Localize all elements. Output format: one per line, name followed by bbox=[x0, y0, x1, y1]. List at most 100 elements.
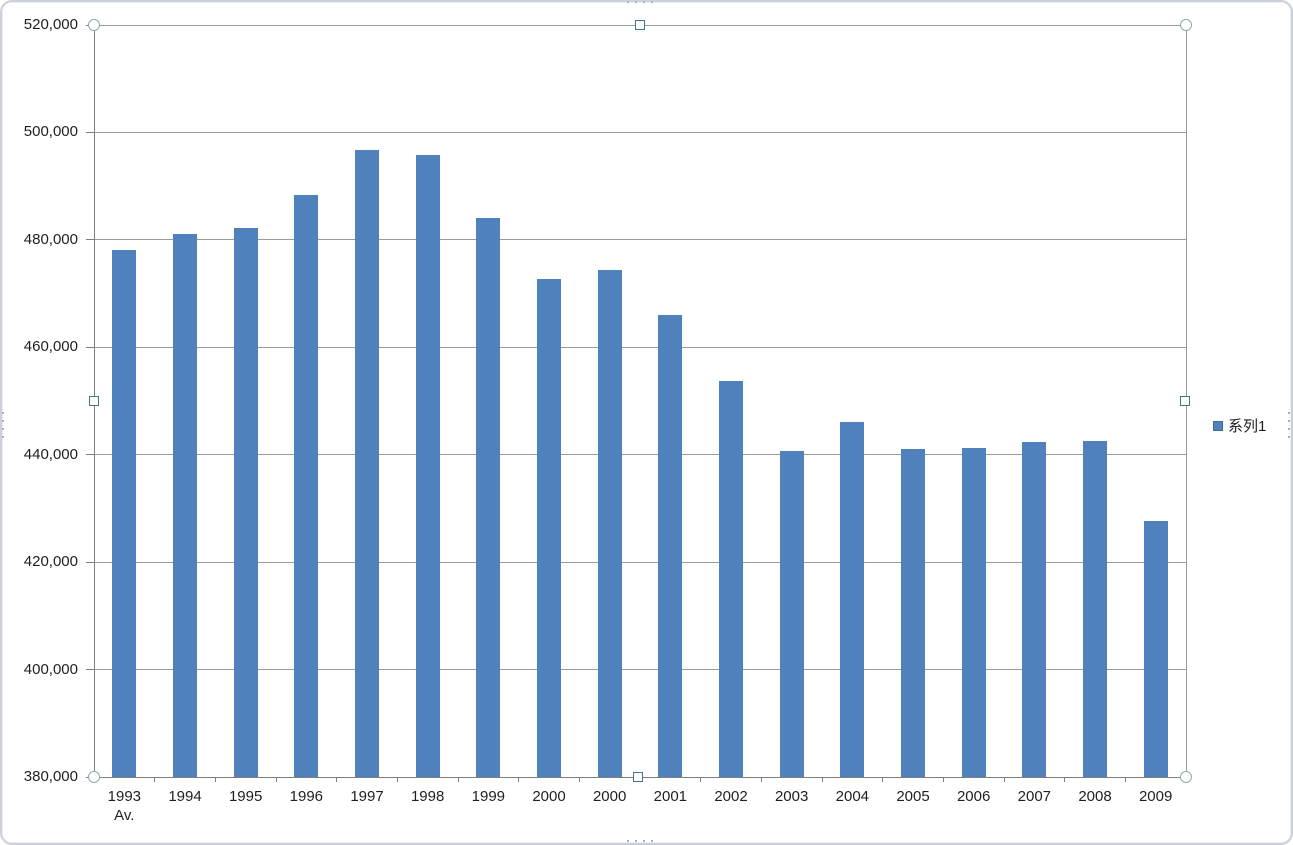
selection-handle-right-middle[interactable] bbox=[1180, 396, 1190, 406]
grip-dot-icon bbox=[2, 428, 4, 430]
grip-dot-icon bbox=[2, 420, 4, 422]
grip-dot-icon bbox=[635, 1, 637, 3]
y-axis-tick-label[interactable]: 400,000 bbox=[23, 660, 78, 678]
selection-handle-bottom-left[interactable] bbox=[88, 771, 100, 783]
grip-dot-icon bbox=[627, 840, 629, 842]
legend[interactable]: 系列1 bbox=[1213, 415, 1266, 436]
x-axis-tick bbox=[700, 777, 702, 782]
grip-dot-icon bbox=[1288, 420, 1290, 422]
major-gridline bbox=[94, 131, 1186, 133]
x-axis-tick-label[interactable]: 1996 bbox=[289, 788, 324, 805]
y-axis-tick-label[interactable]: 500,000 bbox=[23, 123, 78, 141]
series1-bar[interactable] bbox=[961, 447, 986, 777]
x-axis-tick-label[interactable]: 1995 bbox=[228, 788, 263, 805]
x-axis-tick-label[interactable]: 1997 bbox=[350, 788, 384, 805]
series1-bar[interactable] bbox=[112, 250, 137, 777]
series1-bar[interactable] bbox=[1143, 520, 1168, 777]
x-axis-tick-label[interactable]: 2007 bbox=[1017, 788, 1052, 805]
x-axis-tick-label[interactable]: 2003 bbox=[774, 788, 809, 805]
selection-handle-left-middle[interactable] bbox=[89, 396, 99, 406]
y-axis-tick bbox=[86, 669, 94, 671]
series1-bar[interactable] bbox=[658, 315, 683, 777]
x-axis-tick-label[interactable]: 2006 bbox=[956, 788, 991, 805]
series1-bar[interactable] bbox=[537, 279, 561, 777]
frame-grip-bottom[interactable] bbox=[627, 840, 653, 842]
selection-handle-top-middle[interactable] bbox=[635, 20, 645, 30]
x-axis-tick bbox=[1064, 777, 1066, 782]
x-axis-tick bbox=[1003, 777, 1005, 782]
x-axis-tick bbox=[942, 777, 944, 782]
series1-bar[interactable] bbox=[1083, 440, 1107, 777]
frame-grip-right[interactable] bbox=[1288, 412, 1290, 438]
frame-grip-top[interactable] bbox=[627, 1, 653, 3]
y-axis-tick-label[interactable]: 420,000 bbox=[23, 553, 78, 571]
grip-dot-icon bbox=[2, 412, 4, 414]
grip-dot-icon bbox=[1288, 412, 1290, 414]
grip-dot-icon bbox=[651, 1, 653, 3]
x-axis-tick bbox=[821, 777, 823, 782]
x-axis-tick-label[interactable]: 2001 bbox=[653, 788, 688, 805]
x-axis-tick bbox=[336, 777, 338, 782]
series1-bar[interactable] bbox=[355, 149, 379, 777]
x-axis-tick bbox=[275, 777, 277, 782]
selection-handle-bottom-right[interactable] bbox=[1180, 771, 1192, 783]
x-axis-tick bbox=[396, 777, 398, 782]
series1-bar[interactable] bbox=[1022, 441, 1047, 777]
series1-bar[interactable] bbox=[597, 270, 622, 777]
selection-handle-top-left[interactable] bbox=[88, 19, 100, 31]
y-axis-tick-label[interactable]: 440,000 bbox=[23, 445, 78, 463]
x-axis-tick-label[interactable]: 2000 bbox=[592, 788, 627, 805]
y-axis-tick-label[interactable]: 480,000 bbox=[23, 230, 78, 248]
legend-series-marker-icon bbox=[1213, 420, 1223, 431]
series1-bar[interactable] bbox=[901, 449, 925, 777]
major-gridline bbox=[94, 454, 1186, 456]
x-axis-tick-label[interactable]: 2004 bbox=[835, 788, 870, 805]
x-axis-tick bbox=[578, 777, 580, 782]
selection-handle-top-right[interactable] bbox=[1180, 19, 1192, 31]
x-axis-tick-label[interactable]: 1998 bbox=[410, 788, 445, 805]
major-gridline bbox=[94, 561, 1186, 563]
x-axis-tick-label[interactable]: 2009 bbox=[1138, 788, 1173, 805]
grip-dot-icon bbox=[1288, 436, 1290, 438]
y-axis-tick bbox=[86, 346, 94, 348]
y-axis-tick bbox=[86, 131, 94, 133]
major-gridline bbox=[94, 346, 1186, 348]
x-axis-tick bbox=[154, 777, 156, 782]
x-axis-tick bbox=[1124, 777, 1126, 782]
x-axis-tick bbox=[882, 777, 884, 782]
x-axis-tick bbox=[518, 777, 520, 782]
y-axis-tick-label[interactable]: 460,000 bbox=[23, 338, 78, 356]
x-axis-tick-label[interactable]: 2000 bbox=[532, 788, 566, 805]
x-axis-tick-label[interactable]: 1999 bbox=[471, 788, 506, 805]
grip-dot-icon bbox=[2, 436, 4, 438]
frame-grip-left[interactable] bbox=[2, 412, 4, 438]
series1-bar[interactable] bbox=[779, 451, 804, 777]
grip-dot-icon bbox=[1288, 428, 1290, 430]
y-axis-tick bbox=[86, 454, 94, 456]
y-axis-tick bbox=[86, 239, 94, 241]
grip-dot-icon bbox=[643, 840, 645, 842]
selection-handle-bottom-middle[interactable] bbox=[633, 772, 643, 782]
series1-bar[interactable] bbox=[840, 421, 865, 777]
y-axis-tick-label[interactable]: 520,000 bbox=[23, 16, 78, 33]
x-axis-tick-label[interactable]: 1994 bbox=[168, 788, 202, 805]
series1-bar[interactable] bbox=[476, 218, 501, 777]
series1-bar[interactable] bbox=[415, 154, 440, 777]
legend-label: 系列1 bbox=[1228, 418, 1267, 435]
series1-bar[interactable] bbox=[233, 228, 258, 777]
series1-bar[interactable] bbox=[173, 233, 197, 777]
major-gridline bbox=[94, 669, 1186, 671]
x-axis-tick-label[interactable]: 1993 Av. bbox=[107, 788, 142, 824]
x-axis-tick bbox=[214, 777, 216, 782]
x-axis-tick-label[interactable]: 2002 bbox=[714, 788, 748, 805]
grip-dot-icon bbox=[651, 840, 653, 842]
major-gridline bbox=[94, 239, 1186, 241]
x-axis-tick-label[interactable]: 2008 bbox=[1078, 788, 1112, 805]
x-axis-tick-label[interactable]: 2005 bbox=[896, 788, 930, 805]
grip-dot-icon bbox=[643, 1, 645, 3]
x-axis-tick bbox=[457, 777, 459, 782]
series1-bar[interactable] bbox=[294, 194, 319, 777]
series1-bar[interactable] bbox=[719, 381, 743, 777]
y-axis-tick-label[interactable]: 380,000 bbox=[23, 768, 78, 785]
